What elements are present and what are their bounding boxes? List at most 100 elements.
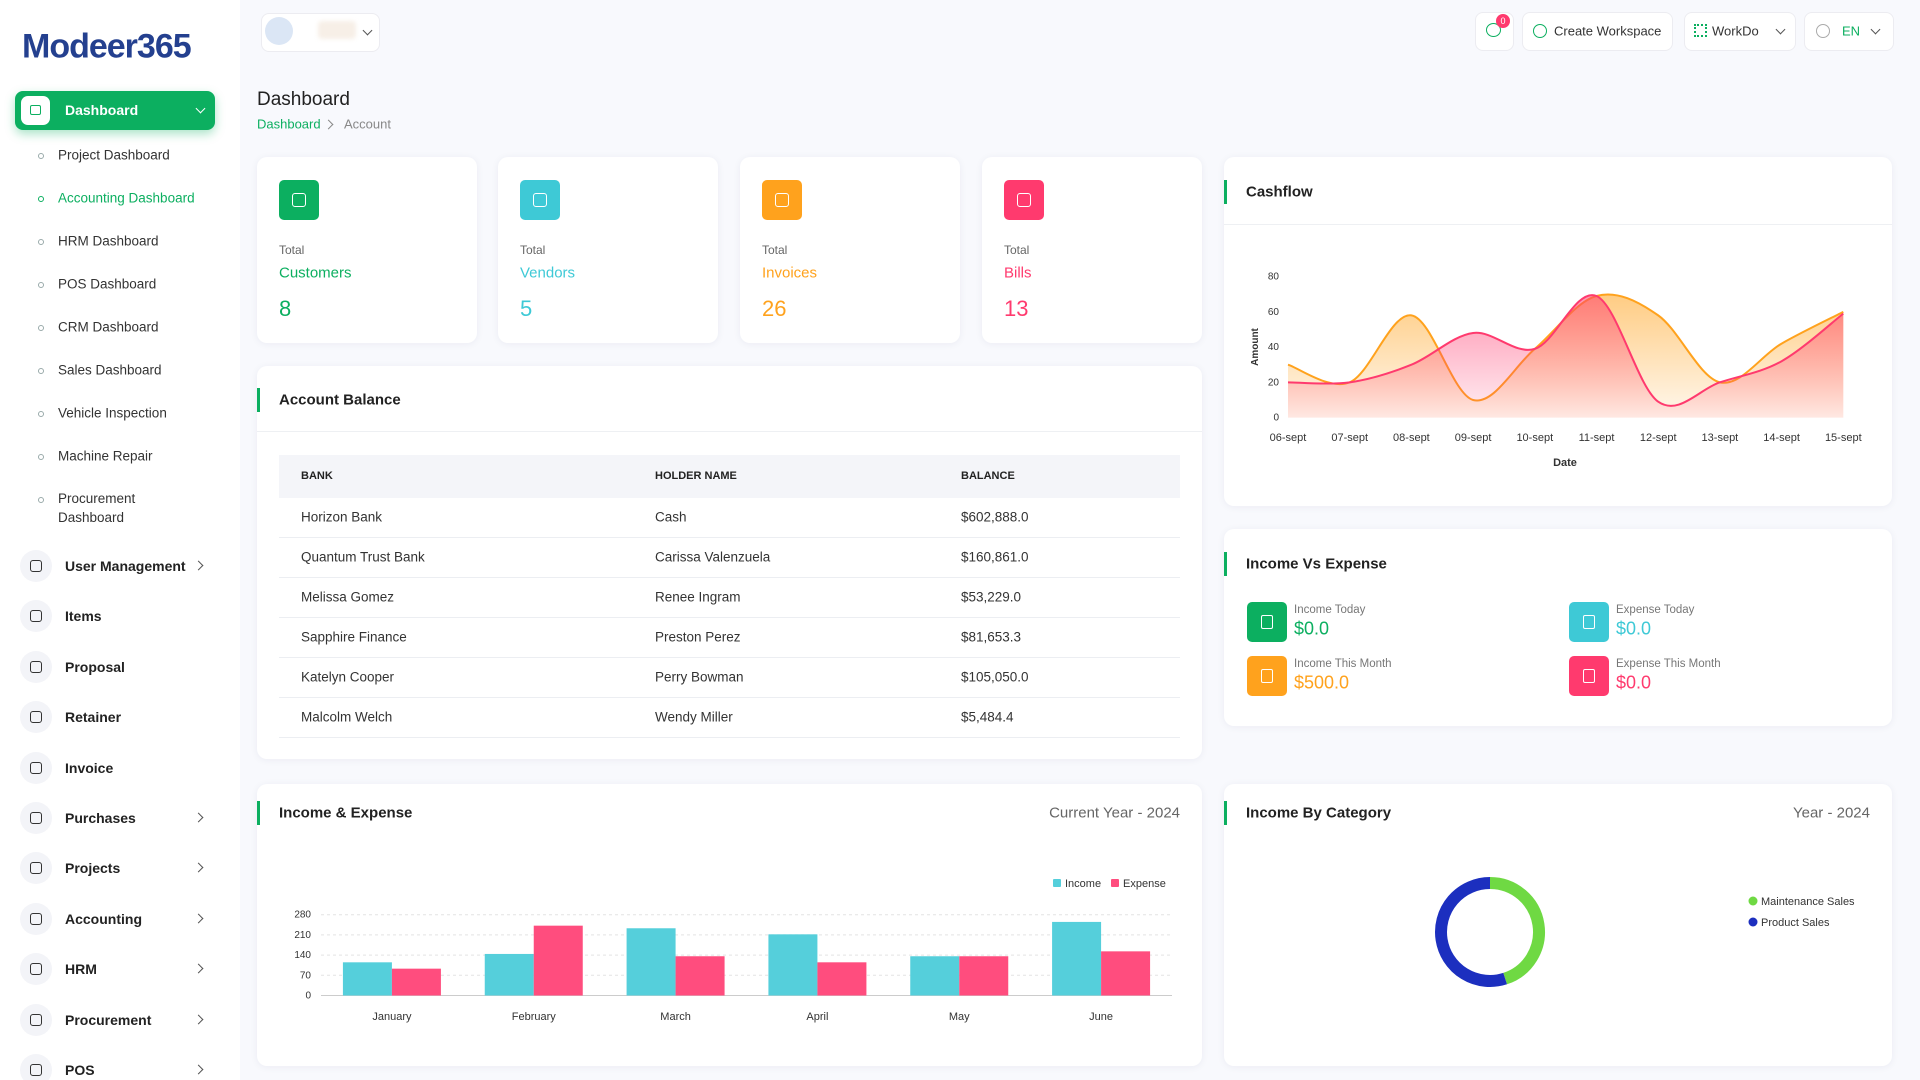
menu-item[interactable]: Purchases bbox=[65, 810, 136, 826]
table-cell: $105,050.0 bbox=[961, 669, 1029, 685]
row-divider bbox=[279, 737, 1180, 738]
menu-item[interactable]: Projects bbox=[65, 860, 121, 877]
menu-item[interactable]: User Management bbox=[65, 558, 186, 574]
submenu-item[interactable]: CRM Dashboard bbox=[58, 319, 159, 335]
grid-icon bbox=[1694, 24, 1707, 37]
submenu-item[interactable]: Vehicle Inspection bbox=[58, 405, 167, 421]
table-header bbox=[279, 455, 1180, 498]
summary-glyph bbox=[1583, 669, 1595, 683]
menu-glyph bbox=[30, 1064, 42, 1076]
menu-item[interactable]: Retainer bbox=[65, 709, 122, 726]
income-vs-expense-card bbox=[1224, 529, 1892, 726]
submenu-item[interactable]: Machine Repair bbox=[58, 448, 153, 464]
title-accent bbox=[257, 388, 260, 412]
card-title: Income By Category bbox=[1246, 804, 1392, 822]
breadcrumb-link[interactable]: Dashboard bbox=[257, 116, 321, 132]
menu-glyph bbox=[30, 963, 42, 976]
income-by-category-card bbox=[1224, 784, 1892, 1066]
notification-badge bbox=[1496, 14, 1510, 28]
sidebar bbox=[0, 0, 240, 1080]
brand-logo: Modeer365 bbox=[22, 27, 192, 66]
table-cell: Quantum Trust Bank bbox=[301, 549, 425, 565]
summary-icon bbox=[1569, 602, 1609, 642]
menu-glyph bbox=[30, 711, 42, 724]
stat-caption: Total bbox=[1004, 243, 1030, 257]
menu-glyph bbox=[30, 912, 42, 925]
menu-glyph bbox=[30, 862, 42, 875]
workspace-menu[interactable] bbox=[1684, 12, 1796, 51]
summary-glyph bbox=[1261, 669, 1273, 683]
submenu-item[interactable]: Procurement Dashboard bbox=[58, 491, 136, 525]
divider bbox=[257, 431, 1202, 432]
submenu-dot bbox=[38, 325, 44, 331]
divider bbox=[1224, 224, 1892, 225]
menu-glyph bbox=[30, 660, 42, 673]
stat-label: Customers bbox=[279, 264, 352, 282]
menu-item[interactable]: Accounting bbox=[65, 910, 142, 927]
menu-icon bbox=[20, 802, 52, 834]
home-icon bbox=[30, 105, 41, 115]
table-cell: Cash bbox=[655, 509, 687, 525]
submenu-item[interactable]: HRM Dashboard bbox=[58, 233, 159, 249]
breadcrumb-current: Account bbox=[344, 116, 391, 132]
create-workspace-button[interactable] bbox=[1522, 12, 1673, 51]
column-header: HOLDER NAME bbox=[655, 470, 737, 482]
card-subtitle: Current Year - 2024 bbox=[1049, 804, 1180, 822]
summary-label: Income Today bbox=[1294, 604, 1366, 616]
card-title: Cashflow bbox=[1246, 183, 1313, 201]
menu-icon bbox=[20, 1003, 52, 1036]
menu-item[interactable]: Proposal bbox=[65, 658, 125, 675]
submenu-item[interactable]: Accounting Dashboard bbox=[58, 190, 195, 206]
submenu-item[interactable]: POS Dashboard bbox=[58, 276, 157, 292]
income-expense-card bbox=[257, 784, 1202, 1066]
column-header: BALANCE bbox=[961, 470, 1015, 482]
table-cell: Malcolm Welch bbox=[301, 709, 393, 725]
menu-item[interactable]: POS bbox=[65, 1062, 95, 1078]
stat-value: 8 bbox=[279, 296, 292, 321]
menu-icon bbox=[20, 751, 52, 784]
notification-count: 0 bbox=[1500, 16, 1506, 26]
title-accent bbox=[1224, 552, 1227, 576]
table-cell: $81,653.3 bbox=[961, 629, 1022, 645]
submenu-dot bbox=[38, 454, 44, 460]
stat-value: 26 bbox=[762, 296, 787, 321]
menu-item[interactable]: Invoice bbox=[65, 759, 114, 776]
menu-icon bbox=[20, 600, 52, 633]
stat-glyph bbox=[533, 193, 547, 207]
table-cell: Carissa Valenzuela bbox=[655, 549, 771, 565]
menu-item[interactable]: Items bbox=[65, 608, 102, 625]
summary-icon bbox=[1569, 656, 1609, 696]
column-header: BANK bbox=[301, 470, 333, 482]
stat-caption: Total bbox=[762, 243, 788, 257]
card-title: Account Balance bbox=[279, 391, 401, 409]
menu-icon bbox=[20, 701, 52, 734]
chevron-icon bbox=[323, 119, 334, 130]
menu-item[interactable]: HRM bbox=[65, 961, 97, 978]
submenu-item[interactable]: Sales Dashboard bbox=[58, 362, 162, 378]
workspace-avatar bbox=[265, 17, 293, 45]
page-title: Dashboard bbox=[257, 89, 350, 110]
summary-glyph bbox=[1583, 615, 1595, 629]
table-cell: Melissa Gomez bbox=[301, 589, 395, 605]
table-cell: Wendy Miller bbox=[655, 709, 733, 725]
table-cell: Preston Perez bbox=[655, 629, 741, 645]
submenu-item[interactable]: Project Dashboard bbox=[58, 147, 170, 163]
stat-icon bbox=[1004, 180, 1044, 220]
submenu-dot bbox=[38, 411, 44, 417]
menu-glyph bbox=[30, 1013, 42, 1026]
title-accent bbox=[1224, 180, 1227, 204]
menu-item[interactable]: Procurement bbox=[65, 1011, 152, 1028]
card-subtitle: Year - 2024 bbox=[1792, 804, 1870, 822]
menu-glyph bbox=[30, 560, 42, 572]
summary-icon bbox=[1247, 602, 1287, 642]
table-cell: Sapphire Finance bbox=[301, 629, 407, 645]
title-accent bbox=[1224, 801, 1227, 825]
table-cell: Renee Ingram bbox=[655, 589, 741, 605]
menu-glyph bbox=[30, 812, 42, 824]
menu-icon bbox=[20, 902, 52, 935]
menu-icon bbox=[20, 650, 52, 683]
menu-icon bbox=[20, 852, 52, 885]
summary-glyph bbox=[1261, 615, 1273, 629]
stat-value: 13 bbox=[1004, 296, 1029, 321]
submenu-dot bbox=[38, 196, 44, 202]
